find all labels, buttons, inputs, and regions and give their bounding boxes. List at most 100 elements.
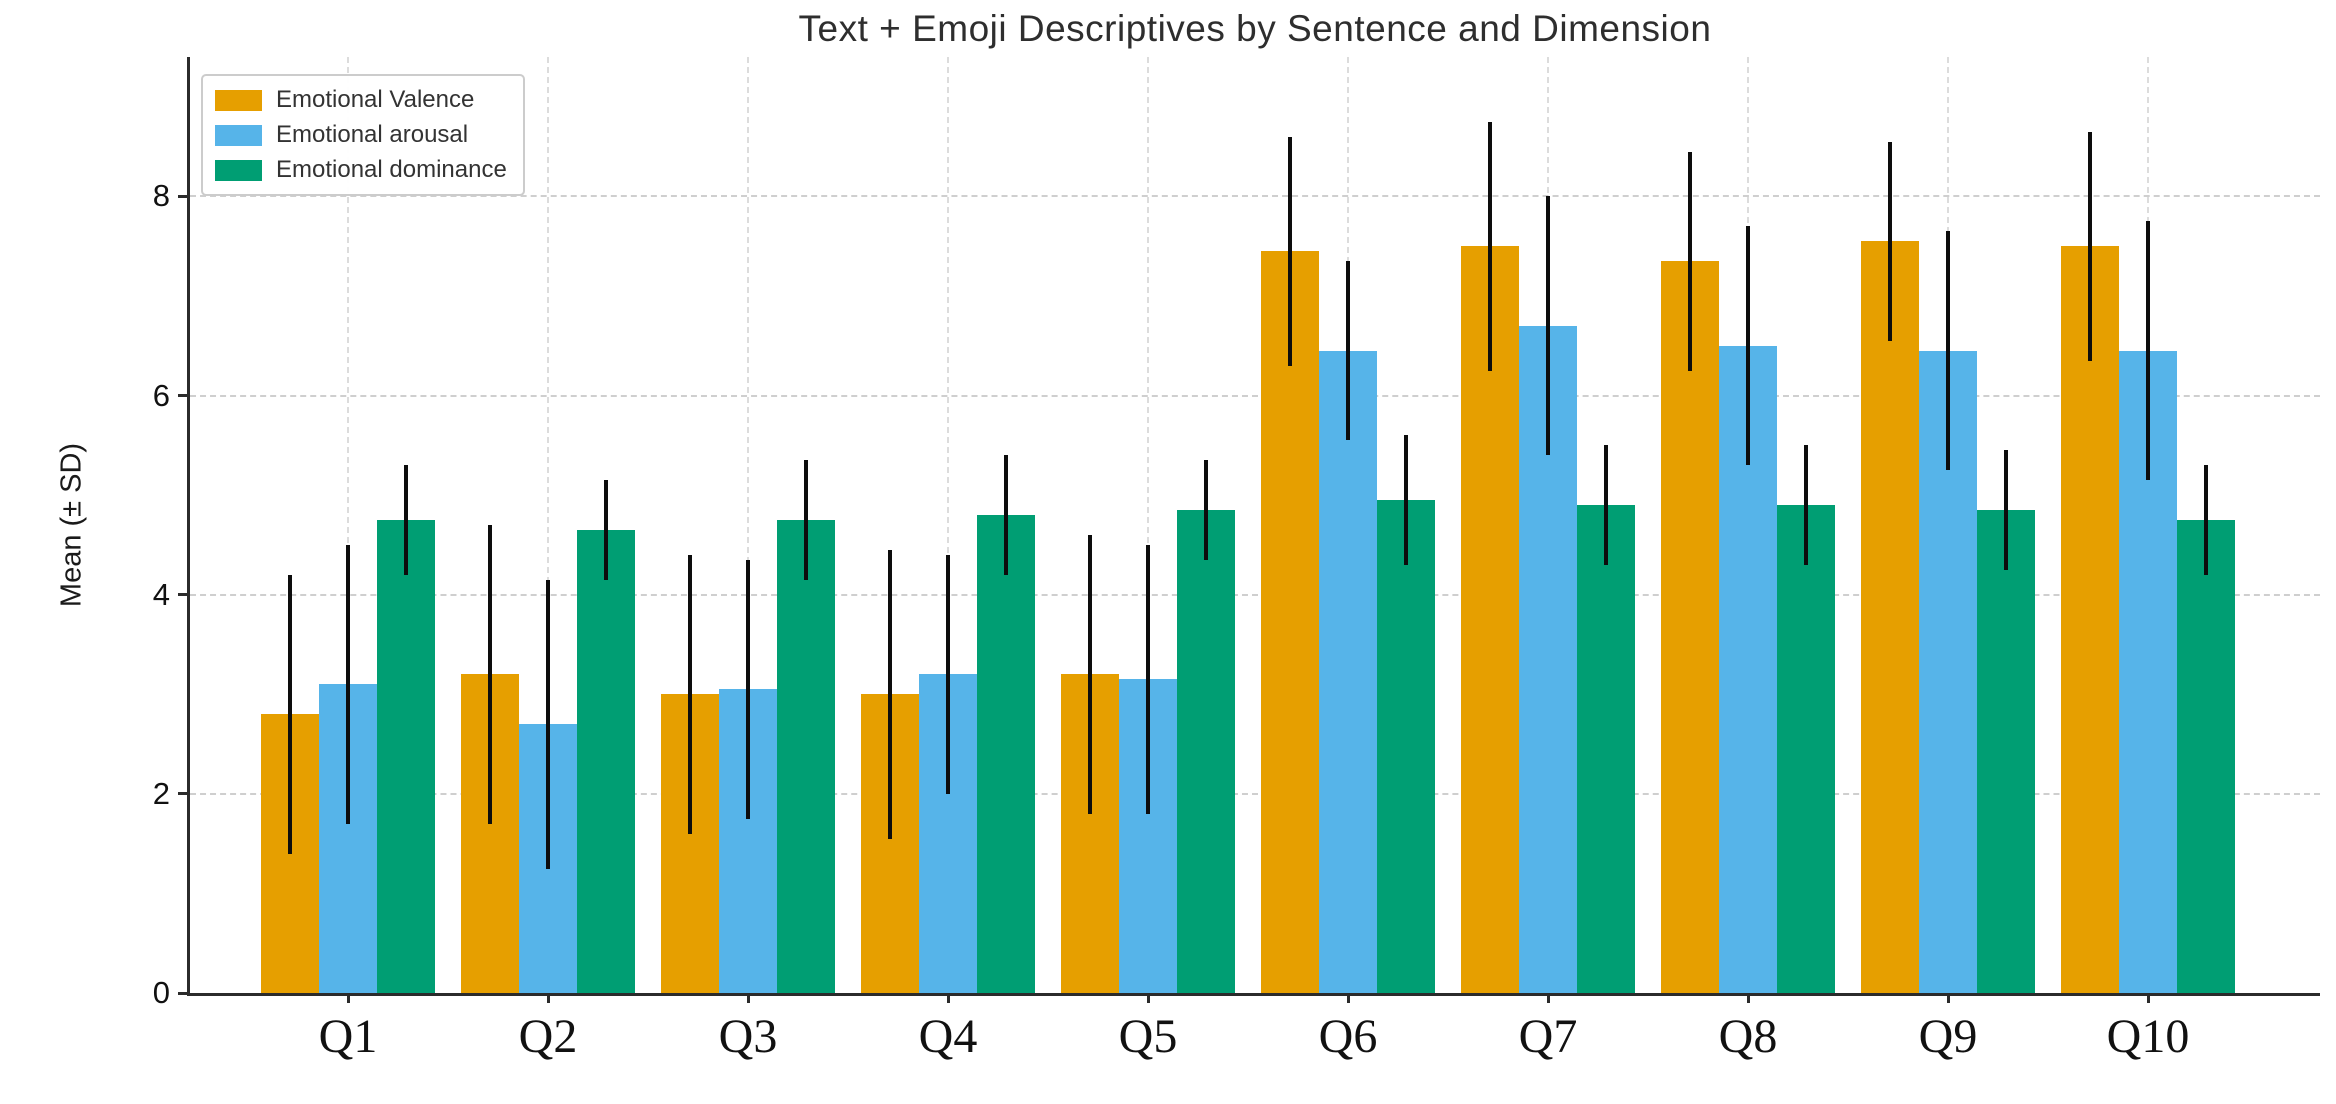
y-tick-label: 0 xyxy=(152,975,170,1010)
legend-swatch-icon xyxy=(215,124,262,146)
bar-Q8-emotional-dominance xyxy=(1777,505,1835,993)
error-bar xyxy=(2204,465,2208,575)
error-bar xyxy=(1946,231,1950,471)
legend-swatch-icon xyxy=(215,89,262,111)
legend-label: Emotional Valence xyxy=(276,86,475,113)
bar-Q7-emotional-dominance xyxy=(1577,505,1635,993)
x-tick-mark xyxy=(1746,993,1750,1003)
bar-Q10-emotional-dominance xyxy=(2177,520,2235,993)
error-bar xyxy=(1404,435,1408,565)
legend-swatch-icon xyxy=(215,159,262,181)
legend-item: Emotional arousal xyxy=(215,121,507,149)
error-bar xyxy=(488,525,492,824)
x-tick-mark xyxy=(1146,993,1150,1003)
h-gridline xyxy=(190,792,2320,795)
v-gridline xyxy=(347,57,349,993)
legend-item: Emotional dominance xyxy=(215,156,507,184)
y-tick-mark xyxy=(178,792,190,796)
bar-Q4-emotional-dominance xyxy=(977,515,1035,993)
y-axis-spine xyxy=(187,57,190,996)
x-tick-mark xyxy=(1946,993,1950,1003)
bar-Q3-emotional-dominance xyxy=(777,520,835,993)
x-tick-label: Q4 xyxy=(918,1010,978,1063)
error-bar xyxy=(1488,121,1492,371)
chart-title: Text + Emoji Descriptives by Sentence an… xyxy=(798,8,1712,49)
error-bar xyxy=(1604,445,1608,565)
bar-Q2-emotional-dominance xyxy=(577,529,635,993)
error-bar xyxy=(1546,196,1550,456)
error-bar xyxy=(804,460,808,580)
v-gridline xyxy=(947,57,949,993)
bar-Q7-emotional-valence xyxy=(1461,246,1519,993)
y-tick-label: 4 xyxy=(152,576,170,612)
error-bar xyxy=(746,559,750,819)
x-tick-label: Q8 xyxy=(1718,1010,1778,1063)
error-bar xyxy=(2004,450,2008,570)
error-bar xyxy=(888,549,892,839)
error-bar xyxy=(404,465,408,575)
legend: Emotional Valence Emotional arousal Emotio… xyxy=(201,74,525,196)
error-bar xyxy=(1888,141,1892,341)
x-tick-mark xyxy=(946,993,950,1003)
bar-Q5-emotional-dominance xyxy=(1177,510,1235,993)
error-bar xyxy=(1146,544,1150,814)
x-tick-label: Q5 xyxy=(1118,1010,1178,1063)
v-gridline xyxy=(1147,57,1149,993)
bar-Q9-emotional-valence xyxy=(1861,241,1919,993)
x-axis-spine xyxy=(187,993,2320,996)
x-tick-mark xyxy=(546,993,550,1003)
y-tick-label: 2 xyxy=(152,775,170,811)
v-gridline xyxy=(547,57,549,993)
bar-Q10-emotional-valence xyxy=(2061,246,2119,993)
x-tick-label: Q10 xyxy=(2106,1010,2190,1063)
x-tick-mark xyxy=(2146,993,2150,1003)
v-gridline xyxy=(747,57,749,993)
y-tick-label: 6 xyxy=(152,377,170,413)
x-tick-label: Q2 xyxy=(518,1010,578,1063)
error-bar xyxy=(1346,261,1350,441)
x-tick-mark xyxy=(746,993,750,1003)
bar-Q1-emotional-dominance xyxy=(377,520,435,993)
x-tick-label: Q9 xyxy=(1918,1010,1978,1063)
bar-Q6-emotional-valence xyxy=(1261,251,1319,993)
bar-Q8-emotional-valence xyxy=(1661,261,1719,993)
error-bar xyxy=(2088,131,2092,361)
x-tick-label: Q3 xyxy=(718,1010,778,1063)
y-tick-mark xyxy=(178,593,190,597)
x-tick-mark xyxy=(346,993,350,1003)
bar-Q9-emotional-dominance xyxy=(1977,510,2035,993)
error-bar xyxy=(946,554,950,794)
h-gridline xyxy=(190,195,2320,198)
h-gridline xyxy=(190,593,2320,596)
h-gridline xyxy=(190,394,2320,397)
x-tick-mark xyxy=(1546,993,1550,1003)
legend-label: Emotional dominance xyxy=(276,156,507,183)
bar-Q6-emotional-dominance xyxy=(1377,500,1435,993)
legend-label: Emotional arousal xyxy=(276,121,469,148)
error-bar xyxy=(2146,221,2150,481)
error-bar xyxy=(546,579,550,869)
x-tick-label: Q1 xyxy=(318,1010,378,1063)
error-bar xyxy=(346,544,350,824)
error-bar xyxy=(1288,136,1292,366)
error-bar xyxy=(1688,151,1692,371)
y-tick-mark xyxy=(178,194,190,198)
error-bar xyxy=(1004,455,1008,575)
error-bar xyxy=(288,574,292,854)
y-tick-label: 8 xyxy=(152,178,170,214)
error-bar xyxy=(1746,226,1750,466)
error-bar xyxy=(604,480,608,580)
x-tick-label: Q6 xyxy=(1318,1010,1378,1063)
x-tick-label: Q7 xyxy=(1518,1010,1578,1063)
error-bar xyxy=(688,554,692,834)
error-bar xyxy=(1804,445,1808,565)
y-tick-mark xyxy=(178,991,190,995)
y-tick-mark xyxy=(178,394,190,398)
x-tick-mark xyxy=(1346,993,1350,1003)
bar-Q6-emotional-arousal xyxy=(1319,350,1377,993)
error-bar xyxy=(1088,534,1092,814)
error-bar xyxy=(1204,460,1208,560)
legend-item: Emotional Valence xyxy=(215,86,507,114)
